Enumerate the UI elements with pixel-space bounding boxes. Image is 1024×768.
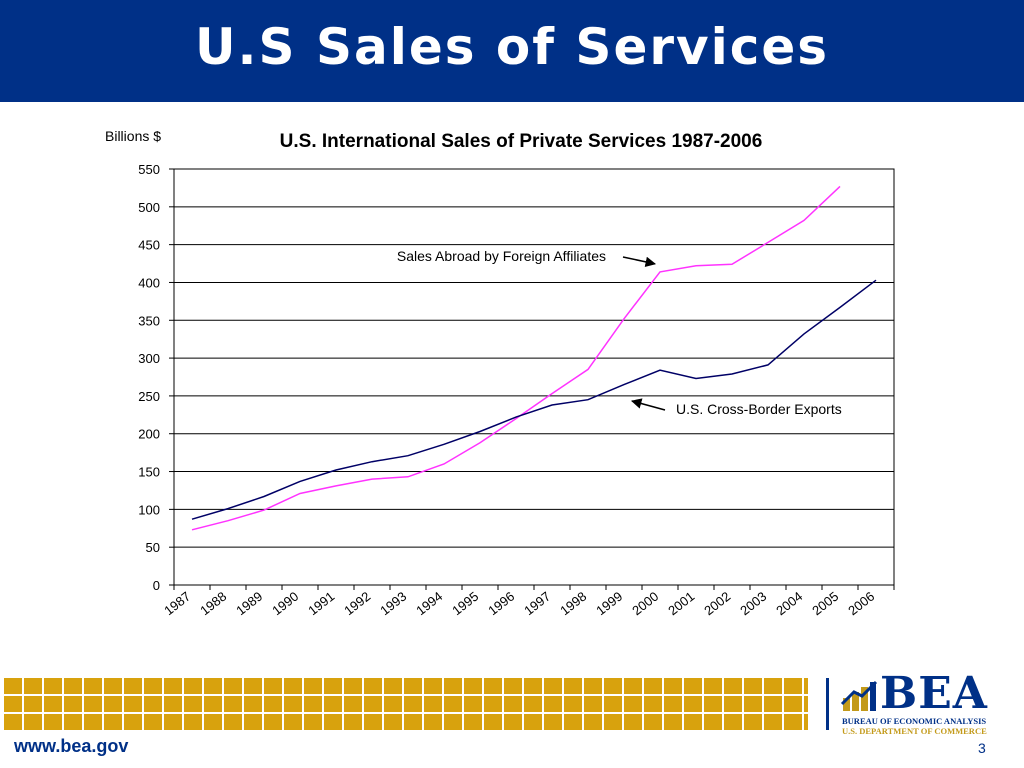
x-tick-label: 1995 xyxy=(449,589,481,619)
x-tick-label: 1991 xyxy=(305,589,337,619)
y-tick-label: 50 xyxy=(146,540,160,555)
x-tick-label: 1994 xyxy=(413,589,445,619)
page-number: 3 xyxy=(978,740,986,756)
y-tick-label: 300 xyxy=(138,351,160,366)
bea-emblem-icon xyxy=(840,678,878,714)
x-tick-label: 2004 xyxy=(773,589,805,619)
x-tick-label: 2002 xyxy=(701,589,733,619)
y-tick-label: 500 xyxy=(138,200,160,215)
y-tick-label: 550 xyxy=(138,162,160,177)
y-tick-label: 350 xyxy=(138,313,160,328)
y-tick-label: 250 xyxy=(138,389,160,404)
footer-url-link[interactable]: www.bea.gov xyxy=(14,736,129,756)
chart-title: U.S. International Sales of Private Serv… xyxy=(280,131,763,152)
bea-agency-name: BUREAU OF ECONOMIC ANALYSIS xyxy=(842,716,987,726)
y-tick-label: 200 xyxy=(138,427,160,442)
footer-divider xyxy=(826,678,829,730)
y-tick-label: 100 xyxy=(138,502,160,517)
series-line-1 xyxy=(191,185,841,531)
x-tick-label: 1988 xyxy=(197,589,229,619)
footer-tile-band xyxy=(2,676,808,730)
slide-title: U.S Sales of Services xyxy=(194,18,830,76)
bea-logo: BEA BUREAU OF ECONOMIC ANALYSIS U.S. DEP… xyxy=(840,668,992,736)
bea-wordmark: BEA xyxy=(880,668,988,719)
annotation-arrow-exports xyxy=(630,398,666,411)
x-tick-label: 2005 xyxy=(809,589,841,619)
x-tick-label: 1998 xyxy=(557,589,589,619)
y-axis-label: Billions $ xyxy=(105,128,161,144)
x-tick-label: 1996 xyxy=(485,589,517,619)
bea-department-name: U.S. DEPARTMENT OF COMMERCE xyxy=(842,726,987,736)
annotation-affiliates: Sales Abroad by Foreign Affiliates xyxy=(397,248,606,264)
y-tick-label: 450 xyxy=(138,238,160,253)
series-line-2 xyxy=(191,279,877,520)
x-tick-label: 2000 xyxy=(629,589,661,619)
y-tick-label: 0 xyxy=(153,578,160,593)
x-tick-label: 1993 xyxy=(377,589,409,619)
x-tick-label: 1987 xyxy=(161,589,193,619)
y-tick-label: 400 xyxy=(138,275,160,290)
x-tick-label: 1989 xyxy=(233,589,265,619)
x-tick-label: 1999 xyxy=(593,589,625,619)
y-tick-label: 150 xyxy=(138,465,160,480)
annotation-arrow-affiliates xyxy=(622,256,657,268)
x-tick-label: 2003 xyxy=(737,589,769,619)
x-tick-label: 2001 xyxy=(665,589,697,619)
x-tick-label: 1997 xyxy=(521,589,553,619)
x-tick-label: 2006 xyxy=(845,589,877,619)
x-tick-label: 1992 xyxy=(341,589,373,619)
annotation-exports: U.S. Cross-Border Exports xyxy=(676,401,842,417)
x-tick-label: 1990 xyxy=(269,589,301,619)
slide-header: U.S Sales of Services xyxy=(0,0,1024,102)
